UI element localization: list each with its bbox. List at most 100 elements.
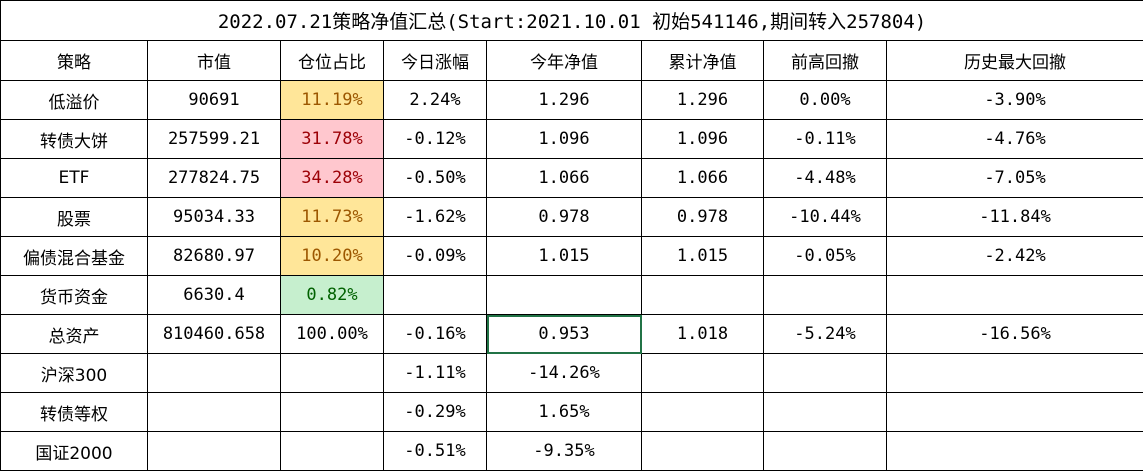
cell-cumulative-nav[interactable]	[641, 392, 764, 432]
cell-max-drawdown[interactable]	[885, 431, 1143, 471]
header-cell-max-drawdown[interactable]: 历史最大回撤	[885, 40, 1143, 81]
cell-strategy[interactable]: 转债大饼	[0, 119, 148, 159]
table-row: 偏债混合基金 82680.97 10.20% -0.09% 1.015 1.015 -0.0…	[0, 236, 1143, 276]
header-cell-strategy[interactable]: 策略	[0, 40, 148, 81]
cell-strategy[interactable]: 转债等权	[0, 392, 148, 432]
cell-drawdown-from-high[interactable]: -0.05%	[763, 236, 887, 276]
cell-market-value[interactable]: 95034.33	[147, 197, 281, 237]
cell-position-ratio[interactable]: 0.82%	[280, 275, 384, 315]
cell-cumulative-nav[interactable]	[641, 275, 764, 315]
cell-cumulative-nav[interactable]: 1.015	[641, 236, 764, 276]
cell-strategy[interactable]: 偏债混合基金	[0, 236, 148, 276]
cell-cumulative-nav[interactable]: 1.096	[641, 119, 764, 159]
cell-position-ratio[interactable]: 10.20%	[280, 236, 384, 276]
cell-strategy[interactable]: 低溢价	[0, 80, 148, 120]
cell-drawdown-from-high[interactable]	[763, 353, 887, 393]
cell-ytd-nav[interactable]	[486, 275, 642, 315]
cell-drawdown-from-high[interactable]: -0.11%	[763, 119, 887, 159]
cell-ytd-nav[interactable]: -14.26%	[486, 353, 642, 393]
cell-daily-change[interactable]	[383, 275, 487, 315]
cell-market-value[interactable]: 90691	[147, 80, 281, 120]
table-row: ETF 277824.75 34.28% -0.50% 1.066 1.066 -4.48%…	[0, 158, 1143, 198]
title-row: 2022.07.21策略净值汇总(Start:2021.10.01 初始5411…	[0, 0, 1143, 41]
cell-ytd-nav[interactable]: 1.65%	[486, 392, 642, 432]
cell-cumulative-nav[interactable]: 0.978	[641, 197, 764, 237]
cell-ytd-nav[interactable]: 0.953	[486, 314, 642, 354]
cell-max-drawdown[interactable]	[885, 275, 1143, 315]
cell-position-ratio[interactable]: 34.28%	[280, 158, 384, 198]
header-cell-position-ratio[interactable]: 仓位占比	[280, 40, 384, 81]
cell-daily-change[interactable]: -0.29%	[383, 392, 487, 432]
cell-strategy[interactable]: 货币资金	[0, 275, 148, 315]
cell-strategy[interactable]: 总资产	[0, 314, 148, 354]
cell-ytd-nav[interactable]: 1.096	[486, 119, 642, 159]
cell-cumulative-nav[interactable]: 1.066	[641, 158, 764, 198]
cell-market-value[interactable]: 810460.658	[147, 314, 281, 354]
cell-market-value[interactable]: 277824.75	[147, 158, 281, 198]
table-row: 沪深300 -1.11% -14.26%	[0, 353, 1143, 393]
table-row: 转债等权 -0.29% 1.65%	[0, 392, 1143, 432]
cell-daily-change[interactable]: -1.11%	[383, 353, 487, 393]
cell-drawdown-from-high[interactable]	[763, 431, 887, 471]
cell-position-ratio[interactable]: 100.00%	[280, 314, 384, 354]
cell-drawdown-from-high[interactable]: -4.48%	[763, 158, 887, 198]
cell-max-drawdown[interactable]: -7.05%	[885, 158, 1143, 198]
cell-daily-change[interactable]: -0.12%	[383, 119, 487, 159]
cell-market-value[interactable]	[147, 431, 281, 471]
cell-cumulative-nav[interactable]	[641, 353, 764, 393]
header-cell-daily-change[interactable]: 今日涨幅	[383, 40, 487, 81]
cell-daily-change[interactable]: 2.24%	[383, 80, 487, 120]
cell-market-value[interactable]: 6630.4	[147, 275, 281, 315]
cell-daily-change[interactable]: -1.62%	[383, 197, 487, 237]
table-title[interactable]: 2022.07.21策略净值汇总(Start:2021.10.01 初始5411…	[0, 0, 1143, 41]
cell-drawdown-from-high[interactable]	[763, 392, 887, 432]
cell-strategy[interactable]: 沪深300	[0, 353, 148, 393]
header-cell-drawdown-from-high[interactable]: 前高回撤	[763, 40, 887, 81]
cell-position-ratio[interactable]: 31.78%	[280, 119, 384, 159]
cell-position-ratio[interactable]	[280, 392, 384, 432]
cell-cumulative-nav[interactable]: 1.018	[641, 314, 764, 354]
cell-ytd-nav[interactable]: 1.015	[486, 236, 642, 276]
header-row: 策略 市值 仓位占比 今日涨幅 今年净值 累计净值 前高回撤 历史最大回撤	[0, 40, 1143, 81]
cell-market-value[interactable]: 257599.21	[147, 119, 281, 159]
table-row: 货币资金 6630.4 0.82%	[0, 275, 1143, 315]
cell-drawdown-from-high[interactable]: -5.24%	[763, 314, 887, 354]
cell-cumulative-nav[interactable]: 1.296	[641, 80, 764, 120]
cell-daily-change[interactable]: -0.51%	[383, 431, 487, 471]
cell-ytd-nav[interactable]: -9.35%	[486, 431, 642, 471]
table-row: 低溢价 90691 11.19% 2.24% 1.296 1.296 0.00% -3.90%	[0, 80, 1143, 120]
cell-ytd-nav[interactable]: 1.296	[486, 80, 642, 120]
cell-position-ratio[interactable]	[280, 353, 384, 393]
cell-position-ratio[interactable]	[280, 431, 384, 471]
cell-max-drawdown[interactable]: -16.56%	[885, 314, 1143, 354]
cell-max-drawdown[interactable]	[885, 353, 1143, 393]
header-cell-cumulative-nav[interactable]: 累计净值	[641, 40, 764, 81]
cell-max-drawdown[interactable]: -11.84%	[885, 197, 1143, 237]
cell-daily-change[interactable]: -0.16%	[383, 314, 487, 354]
cell-max-drawdown[interactable]	[885, 392, 1143, 432]
cell-max-drawdown[interactable]: -4.76%	[885, 119, 1143, 159]
cell-position-ratio[interactable]: 11.73%	[280, 197, 384, 237]
cell-position-ratio[interactable]: 11.19%	[280, 80, 384, 120]
cell-market-value[interactable]: 82680.97	[147, 236, 281, 276]
cell-max-drawdown[interactable]: -2.42%	[885, 236, 1143, 276]
cell-drawdown-from-high[interactable]	[763, 275, 887, 315]
table-row: 国证2000 -0.51% -9.35%	[0, 431, 1143, 471]
cell-cumulative-nav[interactable]	[641, 431, 764, 471]
cell-strategy[interactable]: 国证2000	[0, 431, 148, 471]
cell-strategy[interactable]: ETF	[0, 158, 148, 198]
cell-drawdown-from-high[interactable]: -10.44%	[763, 197, 887, 237]
table-row: 股票 95034.33 11.73% -1.62% 0.978 0.978 -10.44% -…	[0, 197, 1143, 237]
cell-market-value[interactable]	[147, 353, 281, 393]
cell-market-value[interactable]	[147, 392, 281, 432]
cell-max-drawdown[interactable]: -3.90%	[885, 80, 1143, 120]
cell-daily-change[interactable]: -0.09%	[383, 236, 487, 276]
cell-daily-change[interactable]: -0.50%	[383, 158, 487, 198]
header-cell-ytd-nav[interactable]: 今年净值	[486, 40, 642, 81]
cell-strategy[interactable]: 股票	[0, 197, 148, 237]
cell-ytd-nav[interactable]: 0.978	[486, 197, 642, 237]
cell-drawdown-from-high[interactable]: 0.00%	[763, 80, 887, 120]
header-cell-market-value[interactable]: 市值	[147, 40, 281, 81]
cell-ytd-nav[interactable]: 1.066	[486, 158, 642, 198]
